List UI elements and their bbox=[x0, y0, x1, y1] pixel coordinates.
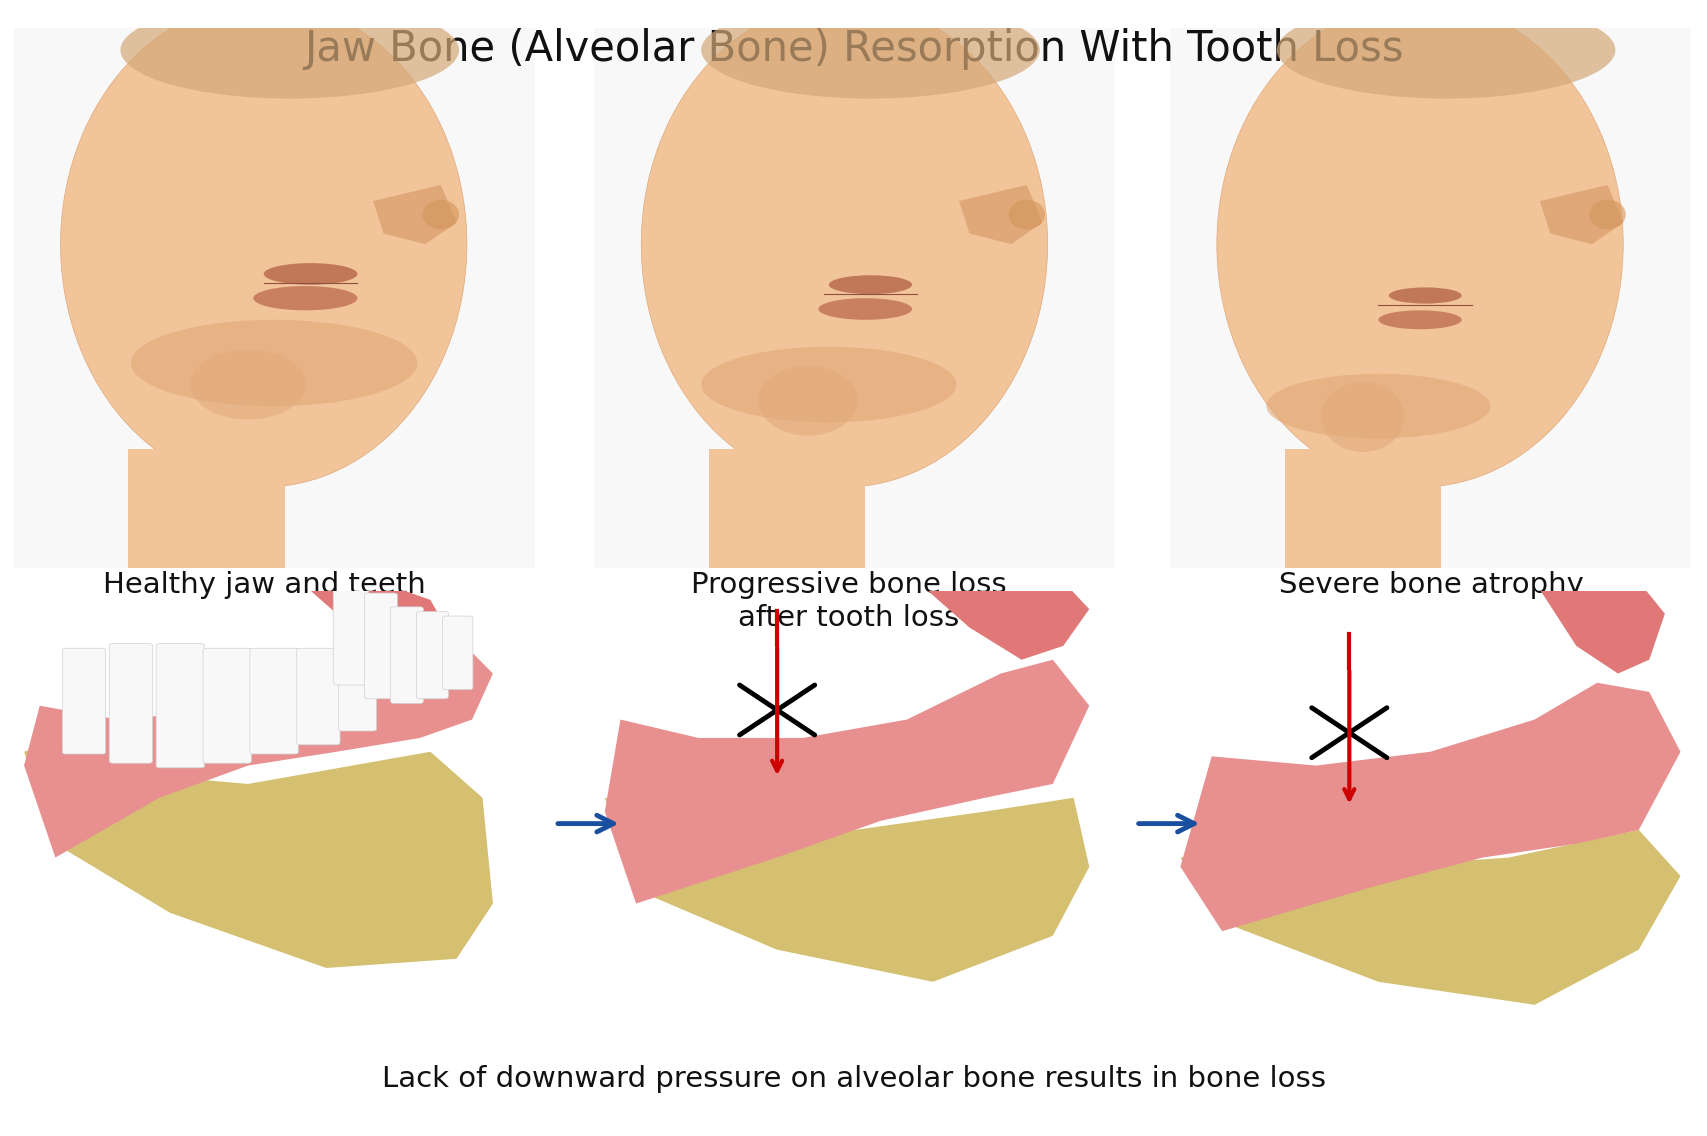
Ellipse shape bbox=[1589, 200, 1625, 229]
FancyBboxPatch shape bbox=[338, 649, 376, 732]
Bar bbox=[594, 28, 1115, 568]
Bar bbox=[128, 449, 285, 568]
Ellipse shape bbox=[640, 1, 1046, 487]
Ellipse shape bbox=[1007, 200, 1045, 229]
Polygon shape bbox=[1180, 830, 1680, 1004]
FancyBboxPatch shape bbox=[109, 644, 152, 763]
Text: Progressive bone loss
after tooth loss: Progressive bone loss after tooth loss bbox=[691, 571, 1005, 632]
Polygon shape bbox=[24, 738, 493, 968]
Text: Lack of downward pressure on alveolar bone results in bone loss: Lack of downward pressure on alveolar bo… bbox=[382, 1064, 1325, 1093]
Ellipse shape bbox=[191, 350, 306, 419]
Ellipse shape bbox=[60, 1, 466, 487]
Ellipse shape bbox=[1215, 1, 1622, 487]
Polygon shape bbox=[1540, 185, 1622, 244]
Ellipse shape bbox=[1388, 287, 1461, 303]
Bar bbox=[14, 28, 534, 568]
FancyBboxPatch shape bbox=[61, 649, 106, 754]
Ellipse shape bbox=[758, 366, 857, 436]
FancyBboxPatch shape bbox=[333, 588, 369, 685]
Ellipse shape bbox=[702, 346, 956, 423]
FancyBboxPatch shape bbox=[155, 644, 205, 768]
FancyBboxPatch shape bbox=[417, 611, 449, 699]
Text: Jaw Bone (Alveolar Bone) Resorption With Tooth Loss: Jaw Bone (Alveolar Bone) Resorption With… bbox=[304, 28, 1403, 70]
Bar bbox=[1284, 449, 1441, 568]
Ellipse shape bbox=[702, 1, 1040, 99]
Ellipse shape bbox=[121, 1, 459, 99]
Polygon shape bbox=[604, 797, 1089, 982]
Bar bbox=[14, 591, 534, 1051]
Ellipse shape bbox=[1378, 310, 1461, 329]
Ellipse shape bbox=[1265, 374, 1490, 438]
FancyBboxPatch shape bbox=[391, 607, 423, 703]
Polygon shape bbox=[917, 582, 1089, 660]
Polygon shape bbox=[1180, 683, 1680, 932]
Bar bbox=[1169, 591, 1690, 1051]
Text: Healthy jaw and teeth: Healthy jaw and teeth bbox=[104, 571, 425, 600]
Ellipse shape bbox=[818, 298, 912, 319]
FancyBboxPatch shape bbox=[364, 593, 398, 699]
Ellipse shape bbox=[131, 320, 417, 407]
Polygon shape bbox=[24, 636, 493, 858]
Bar bbox=[708, 449, 865, 568]
Polygon shape bbox=[1535, 582, 1664, 674]
FancyBboxPatch shape bbox=[442, 616, 473, 690]
Ellipse shape bbox=[1320, 382, 1403, 452]
Ellipse shape bbox=[253, 286, 357, 310]
Bar bbox=[1169, 28, 1690, 568]
Ellipse shape bbox=[263, 264, 357, 285]
Text: Severe bone atrophy: Severe bone atrophy bbox=[1279, 571, 1582, 600]
FancyBboxPatch shape bbox=[203, 649, 251, 763]
Polygon shape bbox=[300, 582, 456, 674]
Ellipse shape bbox=[422, 200, 459, 229]
Polygon shape bbox=[604, 660, 1089, 903]
Polygon shape bbox=[959, 185, 1041, 244]
Polygon shape bbox=[372, 185, 456, 244]
Ellipse shape bbox=[1277, 1, 1615, 99]
FancyBboxPatch shape bbox=[297, 649, 340, 745]
Ellipse shape bbox=[828, 275, 912, 294]
FancyBboxPatch shape bbox=[249, 649, 299, 754]
Bar bbox=[594, 591, 1115, 1051]
